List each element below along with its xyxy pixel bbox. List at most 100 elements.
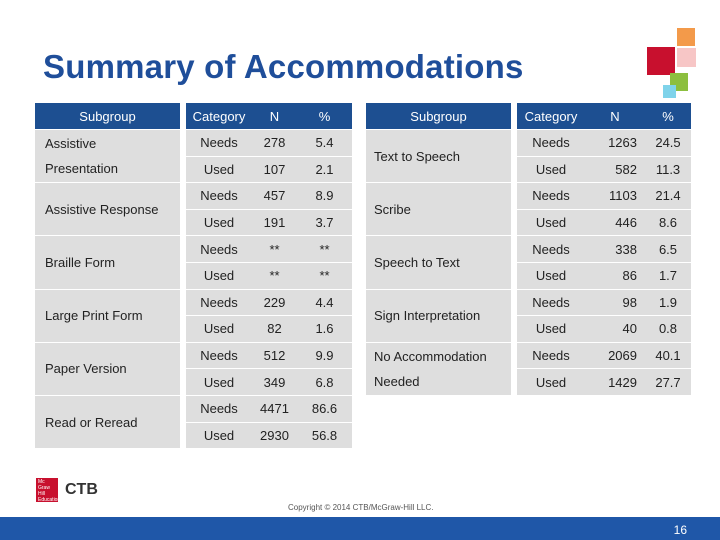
table-row: Used 2930 56.8 <box>35 421 352 449</box>
subgroup-name: Assistive <box>45 136 97 152</box>
n-cell: 582 <box>585 155 645 183</box>
pct-cell: 3.7 <box>297 208 352 236</box>
table-row: Speech to Text Needs 338 6.5 <box>366 235 691 290</box>
category-cell: Needs <box>517 341 585 369</box>
column-gap <box>511 341 517 395</box>
category-cell: Used <box>186 421 252 449</box>
header-category: Category <box>186 103 252 130</box>
n-cell: 2069 <box>585 341 645 369</box>
subgroup-name: Large Print Form <box>45 308 143 324</box>
page-number: 16 <box>673 523 687 537</box>
subgroup-cell: Paper Version <box>35 341 180 396</box>
column-gap <box>180 394 186 449</box>
pink-square <box>677 48 696 67</box>
n-cell: 107 <box>252 155 297 183</box>
ctb-wordmark: CTB <box>65 481 98 498</box>
category-cell: Used <box>186 368 252 396</box>
category-cell: Needs <box>186 235 252 263</box>
category-cell: Used <box>186 208 252 236</box>
subgroup-cell: Assistive Presentation <box>35 128 180 183</box>
category-cell: Used <box>517 155 585 183</box>
category-cell: Needs <box>186 182 252 210</box>
subgroup-cell: Read or Reread <box>35 394 180 449</box>
table-row: Paper Version Needs 512 9.9 <box>35 341 352 396</box>
pct-cell: ** <box>297 261 352 290</box>
table-row: Used ** ** <box>35 261 352 290</box>
pct-cell: 4.4 <box>297 288 352 316</box>
header-n: N <box>585 103 645 130</box>
mcgraw-hill-mark: Mc Graw Hill Education <box>36 478 61 503</box>
table-row: Assistive Response Needs 457 8.9 <box>35 182 352 236</box>
pct-cell: 2.1 <box>297 155 352 183</box>
header-n: N <box>252 103 297 130</box>
n-cell: 40 <box>585 315 645 343</box>
pct-cell: 0.8 <box>645 315 691 343</box>
category-cell: Needs <box>186 288 252 316</box>
category-cell: Needs <box>186 341 252 369</box>
pct-cell: 6.8 <box>297 368 352 396</box>
subgroup-cell: Text to Speech <box>366 128 511 183</box>
table-row: Scribe Needs 1103 21.4 <box>366 182 691 236</box>
category-cell: Needs <box>186 129 252 157</box>
right-table-body: Text to Speech Needs 1263 24.5 Used 582 11.3 Sc… <box>366 128 691 395</box>
n-cell: 191 <box>252 208 297 236</box>
pct-cell: 1.6 <box>297 315 352 343</box>
n-cell: 457 <box>252 182 297 210</box>
n-cell: ** <box>252 261 297 290</box>
n-cell: 98 <box>585 288 645 316</box>
n-cell: 1263 <box>585 129 645 157</box>
slide-title: Summary of Accommodations <box>43 48 524 85</box>
category-cell: Used <box>517 208 585 236</box>
left-accommodations-table: Subgroup Category N % Assistive Presentat… <box>35 103 352 449</box>
category-cell: Needs <box>186 394 252 423</box>
pct-cell: 9.9 <box>297 341 352 369</box>
category-cell: Used <box>517 315 585 343</box>
pct-cell: ** <box>297 235 352 263</box>
subgroup-cell: No Accommodation Needed <box>366 341 511 395</box>
footer-bar <box>0 517 720 540</box>
column-gap <box>180 341 186 396</box>
ctb-logo: Mc Graw Hill Education CTB <box>36 478 98 503</box>
column-gap <box>511 128 517 183</box>
category-cell: Used <box>186 155 252 183</box>
pct-cell: 24.5 <box>645 129 691 157</box>
subgroup-name-line2: Presentation <box>45 161 118 177</box>
table-row: Read or Reread Needs 4471 86.6 <box>35 394 352 449</box>
n-cell: ** <box>252 235 297 263</box>
table-row: Sign Interpretation Needs 98 1.9 <box>366 288 691 343</box>
pct-cell: 27.7 <box>645 368 691 395</box>
n-cell: 512 <box>252 341 297 369</box>
table-row: Used 582 11.3 <box>366 155 691 183</box>
pct-cell: 40.1 <box>645 341 691 369</box>
n-cell: 446 <box>585 208 645 236</box>
subgroup-name: Braille Form <box>45 254 116 270</box>
n-cell: 4471 <box>252 394 297 423</box>
column-gap <box>511 288 517 343</box>
table-row: Large Print Form Needs 229 4.4 <box>35 288 352 343</box>
header-subgroup: Subgroup <box>35 103 180 130</box>
header-subgroup: Subgroup <box>366 103 511 130</box>
n-cell: 86 <box>585 261 645 290</box>
header-pct: % <box>645 103 691 130</box>
header-category: Category <box>517 103 585 130</box>
table-row: Used 446 8.6 <box>366 208 691 236</box>
category-cell: Needs <box>517 288 585 316</box>
table-row: Braille Form Needs ** ** <box>35 235 352 290</box>
table-row: Text to Speech Needs 1263 24.5 <box>366 128 691 183</box>
pct-cell: 56.8 <box>297 421 352 449</box>
subgroup-cell: Sign Interpretation <box>366 288 511 343</box>
n-cell: 82 <box>252 315 297 343</box>
subgroup-name: Scribe <box>374 201 411 217</box>
red-square <box>647 47 675 75</box>
n-cell: 338 <box>585 235 645 263</box>
subgroup-name: Text to Speech <box>374 148 460 164</box>
table-row: Used 86 1.7 <box>366 261 691 290</box>
pct-cell: 8.6 <box>645 208 691 236</box>
n-cell: 1103 <box>585 182 645 210</box>
pct-cell: 86.6 <box>297 394 352 423</box>
header-pct: % <box>297 103 352 130</box>
category-cell: Used <box>517 368 585 395</box>
column-gap <box>180 235 186 290</box>
column-gap <box>180 288 186 343</box>
n-cell: 278 <box>252 129 297 157</box>
